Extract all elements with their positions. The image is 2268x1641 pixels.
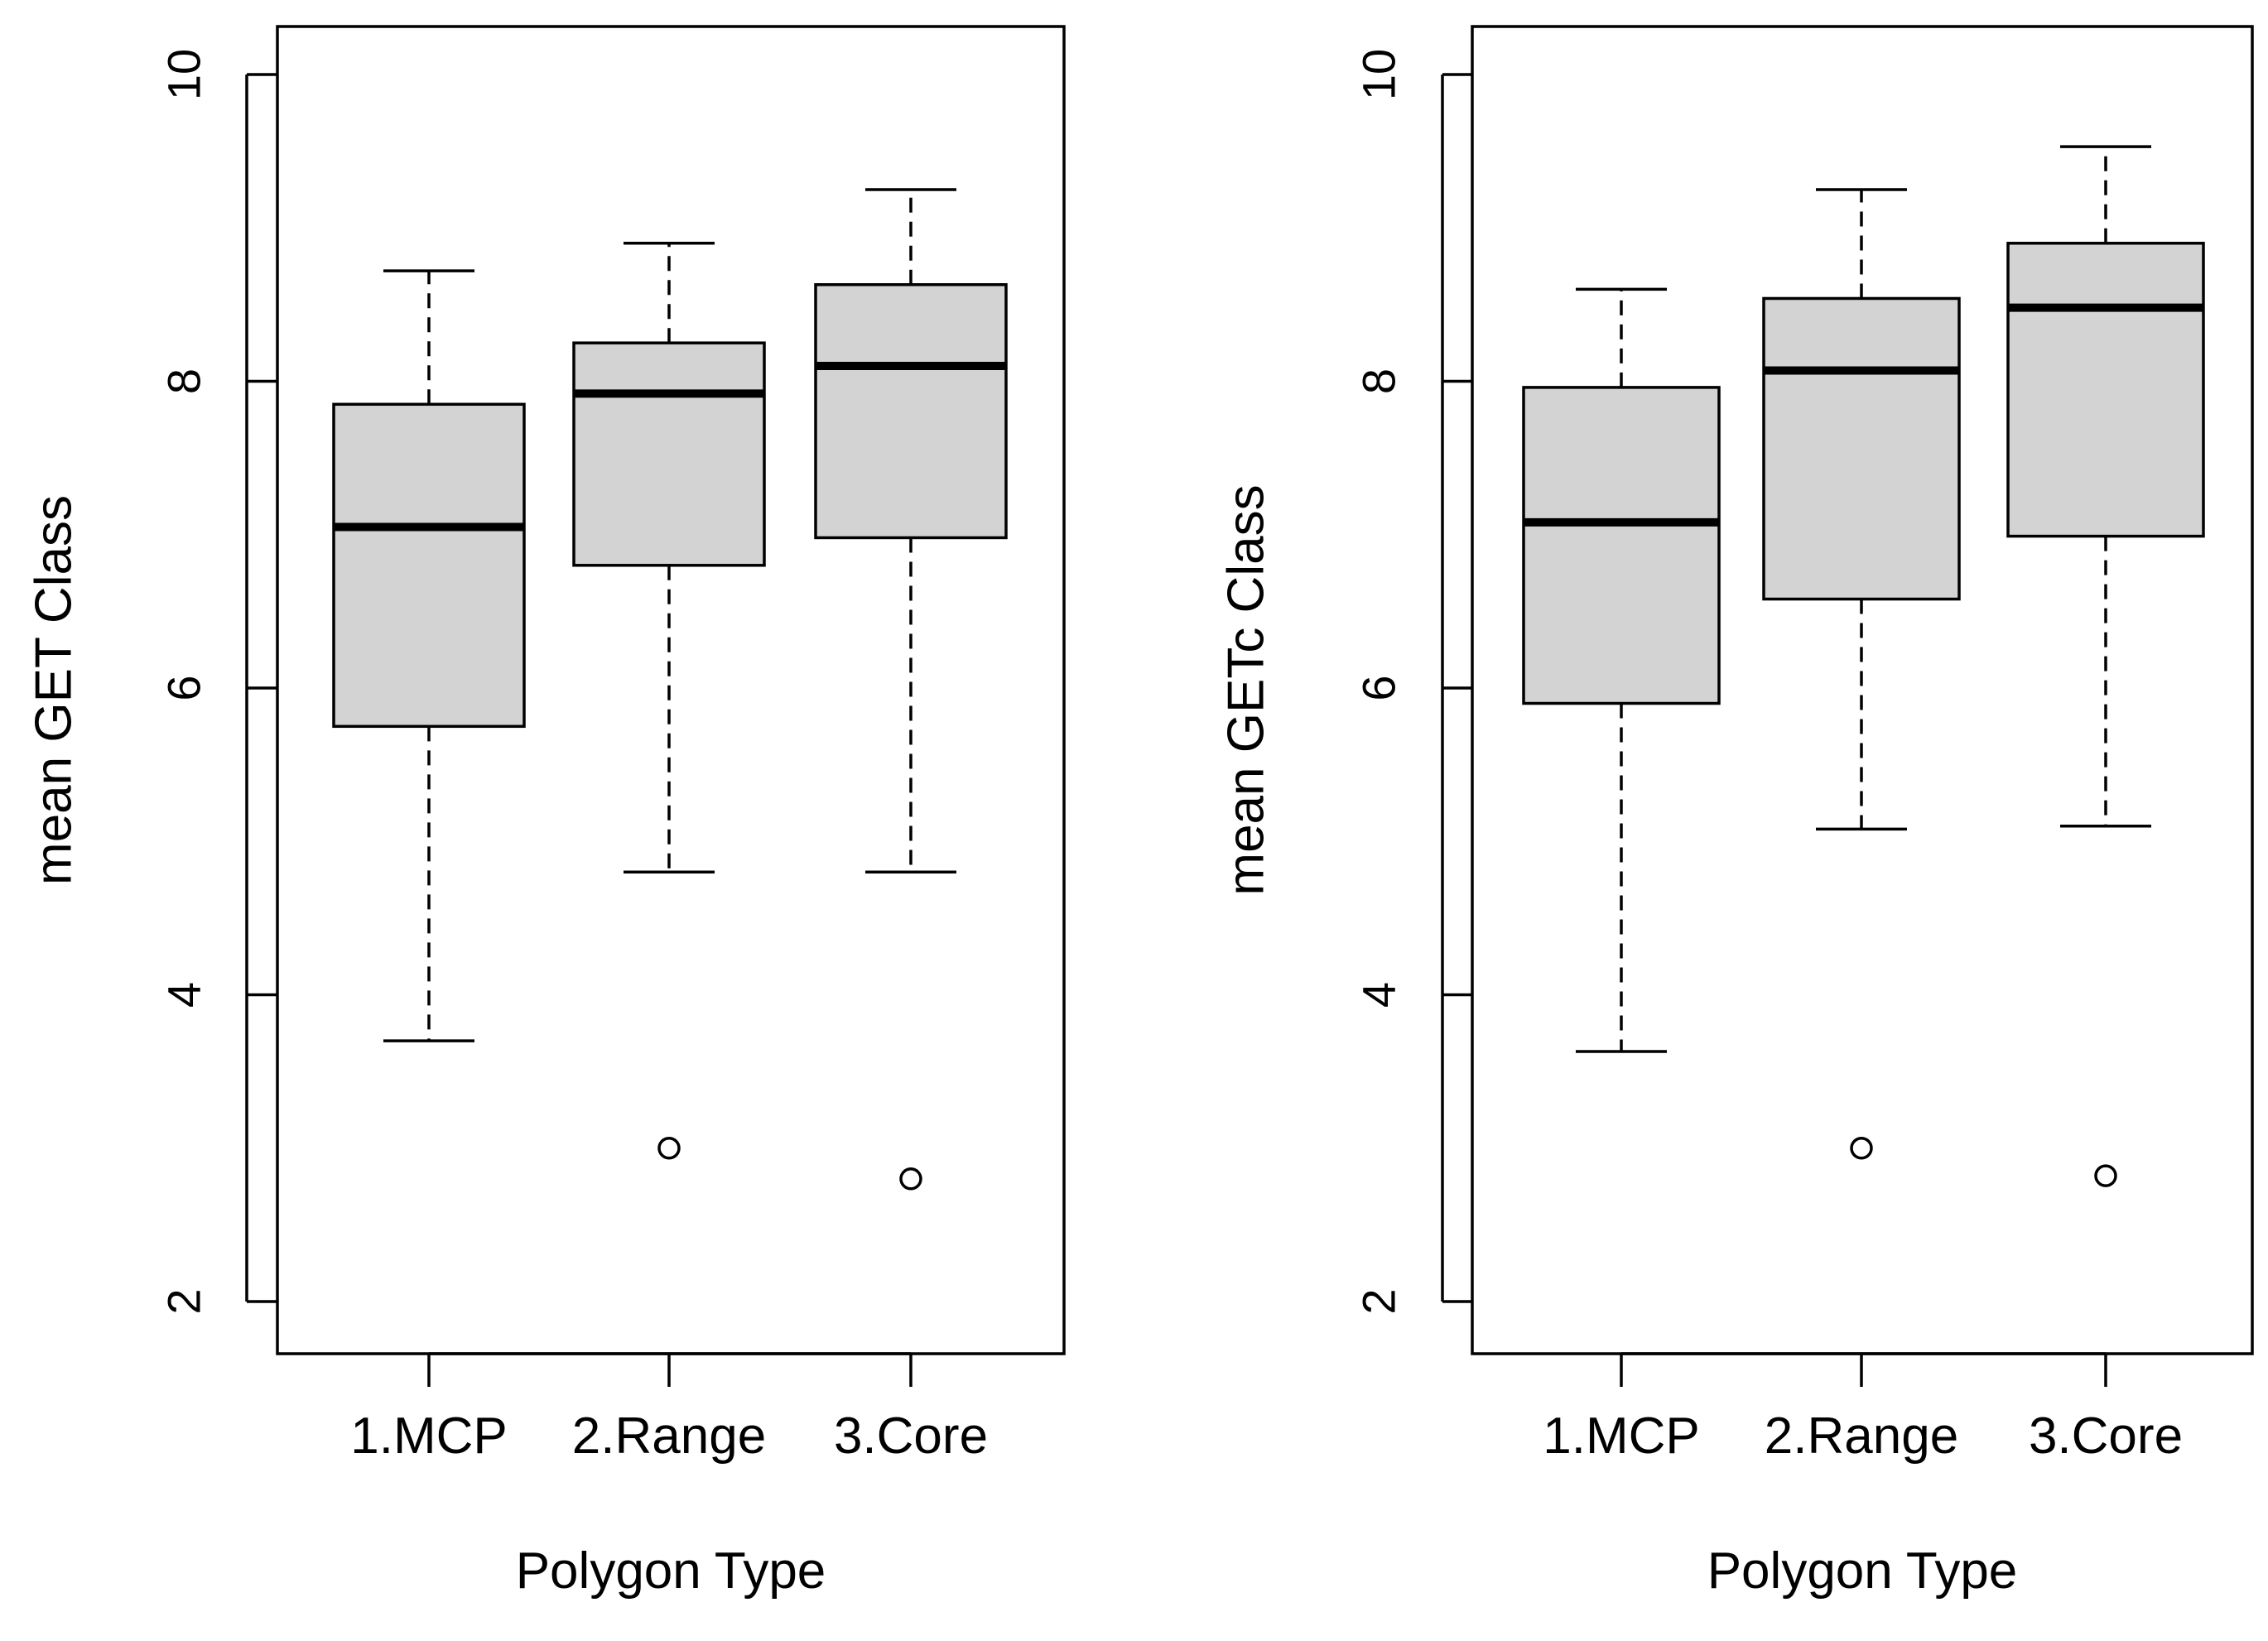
outlier-point	[2094, 1164, 2117, 1187]
iqr-box	[2006, 242, 2205, 538]
y-axis-title: mean GETc Class	[1218, 484, 1275, 895]
y-tick-label: 6	[1353, 675, 1405, 700]
iqr-box	[332, 402, 526, 729]
outlier-point	[899, 1167, 922, 1191]
box-3	[2006, 145, 2205, 1187]
outlier-point	[657, 1137, 681, 1160]
box-1	[1522, 287, 1721, 1053]
y-tick-label: 6	[158, 675, 210, 700]
y-tick-label: 4	[158, 982, 210, 1008]
iqr-box	[1762, 296, 1961, 601]
box-1	[332, 269, 526, 1042]
box-3	[814, 188, 1008, 1191]
y-tick-label: 8	[1353, 368, 1405, 394]
iqr-box	[572, 341, 766, 567]
x-tick-label: 3.Core	[834, 1408, 988, 1465]
y-tick-label: 8	[158, 368, 210, 394]
panels: 2 4 6 8 10 mean GET Class 1.MCP 2.Range 3.Core Po…	[26, 25, 2254, 1600]
chart-panel-2: 2 4 6 8 10 mean GETc Class 1.MCP 2.Range 3.Core P…	[1218, 25, 2254, 1600]
x-tick-label: 2.Range	[572, 1408, 766, 1465]
y-axis-title: mean GET Class	[26, 495, 83, 885]
y-tick-label: 2	[158, 1288, 210, 1314]
x-tick-label: 1.MCP	[1543, 1408, 1699, 1465]
x-tick-label: 1.MCP	[350, 1408, 507, 1465]
box-2	[572, 242, 766, 1160]
iqr-box	[814, 283, 1008, 540]
x-axis-title: Polygon Type	[1707, 1542, 2018, 1600]
y-tick-label: 2	[1353, 1288, 1405, 1314]
y-tick-label: 10	[158, 49, 210, 100]
y-tick-label: 4	[1353, 982, 1405, 1008]
x-tick-label: 3.Core	[2029, 1408, 2183, 1465]
x-tick-label: 2.Range	[1765, 1408, 1958, 1465]
chart-panel-1: 2 4 6 8 10 mean GET Class 1.MCP 2.Range 3.Core Po…	[26, 25, 1066, 1600]
iqr-box	[1522, 386, 1721, 705]
outlier-point	[1850, 1137, 1873, 1160]
box-2	[1762, 188, 1961, 1160]
x-axis-title: Polygon Type	[516, 1542, 826, 1600]
y-tick-label: 10	[1353, 49, 1405, 100]
